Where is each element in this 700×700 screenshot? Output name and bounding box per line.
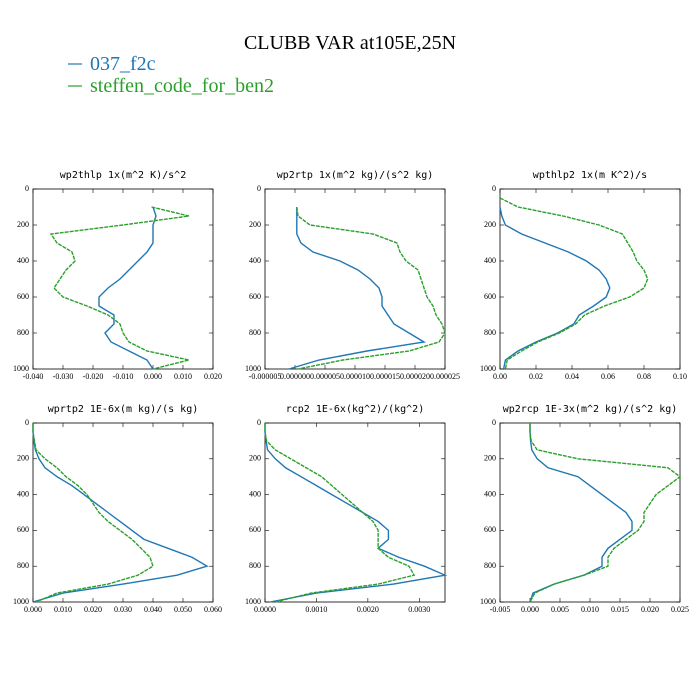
y-tick-label: 400	[484, 489, 496, 498]
x-tick-label: 0.08	[637, 372, 651, 381]
y-tick-label: 400	[484, 256, 496, 265]
y-tick-label: 0	[257, 184, 261, 193]
y-tick-label: 400	[249, 489, 261, 498]
y-tick-label: 1000	[245, 364, 261, 373]
panel-title: wpthlp2 1x(m K^2)/s	[533, 170, 647, 181]
x-tick-label: 0.025	[671, 605, 689, 614]
y-tick-label: 400	[17, 489, 29, 498]
y-tick-label: 600	[484, 525, 496, 534]
y-tick-label: 400	[17, 256, 29, 265]
x-tick-label: 0.000020	[400, 372, 430, 381]
x-tick-label: -0.010	[113, 372, 134, 381]
y-tick-label: 800	[249, 561, 261, 570]
y-tick-label: 800	[17, 561, 29, 570]
panel-title: wprtp2 1E-6x(m kg)/(s kg)	[48, 404, 199, 415]
x-tick-label: 0.000015	[370, 372, 400, 381]
plot-frame	[264, 422, 446, 603]
x-tick-label: 0.050	[174, 605, 192, 614]
x-tick-label: 0.030	[114, 605, 132, 614]
y-tick-label: 1000	[245, 597, 261, 606]
y-tick-label: 200	[484, 454, 496, 463]
x-tick-label: 0.04	[565, 372, 579, 381]
x-tick-label: 0.010	[174, 372, 192, 381]
legend-label: steffen_code_for_ben2	[90, 75, 274, 97]
x-tick-label: -0.005	[490, 605, 511, 614]
y-tick-label: 600	[484, 292, 496, 301]
panel-title: wp2rcp 1E-3x(m^2 kg)/(s^2 kg)	[503, 404, 678, 415]
y-tick-label: 600	[17, 525, 29, 534]
x-tick-label: 0.010	[581, 605, 599, 614]
y-tick-label: 600	[249, 292, 261, 301]
y-tick-label: 1000	[480, 597, 496, 606]
x-tick-label: 0.0000	[254, 605, 276, 614]
profile-line	[32, 423, 209, 603]
y-tick-label: 600	[17, 292, 29, 301]
panel-title: rcp2 1E-6x(kg^2)/(kg^2)	[286, 404, 424, 415]
profile-line	[529, 423, 682, 603]
x-tick-label: 0.015	[611, 605, 629, 614]
profile-line	[499, 206, 611, 370]
y-tick-label: 200	[249, 220, 261, 229]
x-tick-label: -0.000005	[249, 372, 282, 381]
y-tick-label: 0	[257, 418, 261, 427]
x-tick-label: 0.020	[204, 372, 222, 381]
y-tick-label: 1000	[13, 597, 29, 606]
y-tick-label: 0	[492, 418, 496, 427]
legend-label: 037_f2c	[90, 53, 156, 75]
profile-line	[296, 206, 446, 370]
x-tick-label: 0.000	[144, 372, 162, 381]
profile-line	[49, 206, 190, 370]
y-tick-label: 1000	[13, 364, 29, 373]
x-tick-label: 0.0010	[305, 605, 327, 614]
x-tick-label: 0.0030	[408, 605, 430, 614]
y-tick-label: 200	[17, 454, 29, 463]
y-tick-label: 800	[17, 328, 29, 337]
y-tick-label: 800	[484, 561, 496, 570]
x-tick-label: 0.000005	[310, 372, 340, 381]
y-tick-label: 200	[484, 220, 496, 229]
x-tick-label: 0.10	[673, 372, 687, 381]
x-tick-label: 0.010	[54, 605, 72, 614]
y-tick-label: 800	[484, 328, 496, 337]
panel-title: wp2thlp 1x(m^2 K)/s^2	[60, 170, 186, 181]
profile-line	[499, 197, 649, 370]
panel-title: wp2rtp 1x(m^2 kg)/(s^2 kg)	[277, 170, 434, 181]
x-tick-label: 0.000025	[430, 372, 460, 381]
y-tick-label: 0	[25, 418, 29, 427]
y-tick-label: 800	[249, 328, 261, 337]
x-tick-label: 0.000	[24, 605, 42, 614]
x-tick-label: -0.030	[53, 372, 74, 381]
x-tick-label: 0.020	[84, 605, 102, 614]
profile-line	[264, 423, 416, 603]
y-tick-label: 0	[492, 184, 496, 193]
y-tick-label: 0	[25, 184, 29, 193]
x-tick-label: 0.000010	[340, 372, 370, 381]
x-tick-label: 0.020	[641, 605, 659, 614]
x-tick-label: 0.040	[144, 605, 162, 614]
y-tick-label: 1000	[480, 364, 496, 373]
profile-line	[98, 206, 157, 370]
x-tick-label: 0.000	[521, 605, 539, 614]
x-tick-label: 0.06	[601, 372, 615, 381]
y-tick-label: 600	[249, 525, 261, 534]
y-tick-label: 200	[17, 220, 29, 229]
profile-line	[288, 207, 427, 370]
x-tick-label: -0.040	[23, 372, 44, 381]
x-tick-label: 0.02	[529, 372, 543, 381]
x-tick-label: 0.00	[493, 372, 507, 381]
x-tick-label: 0.005	[551, 605, 569, 614]
plot-frame	[499, 188, 681, 370]
figure-title: CLUBB VAR at105E,25N	[244, 32, 456, 54]
profile-line	[32, 423, 154, 603]
x-tick-label: -0.020	[83, 372, 104, 381]
x-tick-label: 0.000000	[280, 372, 310, 381]
x-tick-label: 0.0020	[357, 605, 379, 614]
y-tick-label: 200	[249, 454, 261, 463]
x-tick-label: 0.060	[204, 605, 222, 614]
y-tick-label: 400	[249, 256, 261, 265]
